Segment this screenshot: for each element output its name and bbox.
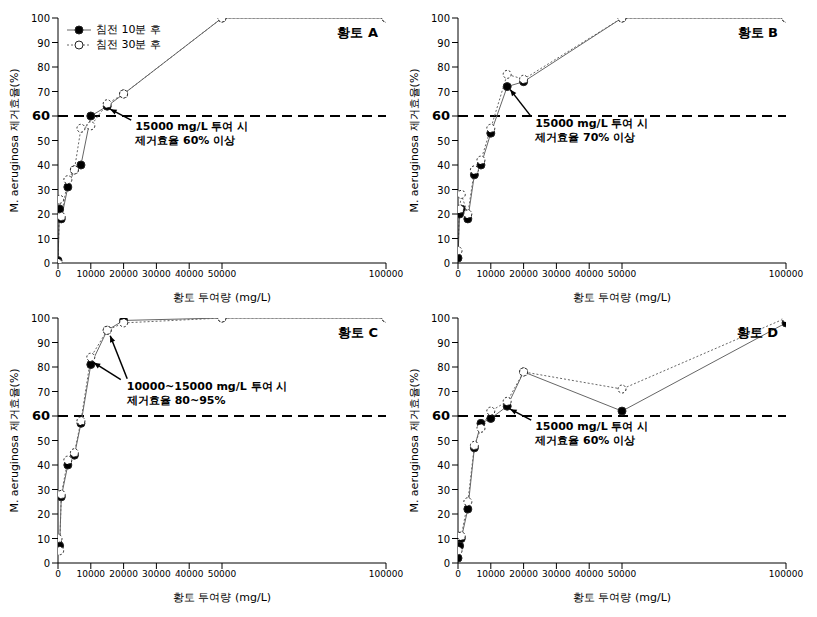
svg-text:황토 투여량 (mg/L): 황토 투여량 (mg/L) <box>173 591 271 604</box>
svg-text:20: 20 <box>437 509 450 520</box>
svg-text:10000: 10000 <box>76 269 105 279</box>
svg-text:70: 70 <box>37 387 50 398</box>
svg-text:제거효율 80~95%: 제거효율 80~95% <box>126 394 226 407</box>
svg-text:10: 10 <box>37 534 50 545</box>
svg-text:10000: 10000 <box>476 269 505 279</box>
svg-text:50000: 50000 <box>608 269 637 279</box>
svg-text:40: 40 <box>437 460 450 471</box>
svg-text:60: 60 <box>32 408 50 423</box>
svg-text:10000: 10000 <box>76 569 105 579</box>
svg-text:10: 10 <box>37 234 50 245</box>
svg-text:30: 30 <box>37 185 50 196</box>
svg-text:20000: 20000 <box>109 569 138 579</box>
svg-text:M. aeruginosa 제거효율(%): M. aeruginosa 제거효율(%) <box>408 68 421 212</box>
svg-text:100: 100 <box>431 13 450 24</box>
svg-text:0: 0 <box>444 558 450 569</box>
svg-text:50: 50 <box>37 436 50 447</box>
svg-text:80: 80 <box>437 362 450 373</box>
svg-text:10: 10 <box>437 534 450 545</box>
svg-text:30000: 30000 <box>542 569 571 579</box>
svg-text:20000: 20000 <box>109 269 138 279</box>
svg-text:50: 50 <box>37 136 50 147</box>
svg-text:50000: 50000 <box>208 269 237 279</box>
svg-text:30: 30 <box>37 485 50 496</box>
svg-text:0: 0 <box>444 258 450 269</box>
svg-text:40000: 40000 <box>575 269 604 279</box>
svg-text:40: 40 <box>37 160 50 171</box>
svg-text:0: 0 <box>55 569 61 579</box>
svg-text:0: 0 <box>44 258 50 269</box>
svg-text:40: 40 <box>37 460 50 471</box>
svg-text:80: 80 <box>37 362 50 373</box>
svg-text:제거효율 60% 이상: 제거효율 60% 이상 <box>134 134 235 147</box>
svg-text:40000: 40000 <box>175 269 204 279</box>
svg-text:100: 100 <box>431 313 450 324</box>
html-text:황토 C: 황토 C <box>337 325 378 340</box>
svg-text:10000~15000 mg/L 투여 시: 10000~15000 mg/L 투여 시 <box>127 380 288 393</box>
svg-text:30000: 30000 <box>142 569 171 579</box>
svg-text:60: 60 <box>432 108 450 123</box>
svg-text:0: 0 <box>455 269 461 279</box>
svg-text:20000: 20000 <box>509 569 538 579</box>
svg-text:100000: 100000 <box>769 269 804 279</box>
svg-text:황토 투여량 (mg/L): 황토 투여량 (mg/L) <box>573 591 671 604</box>
html-text:황토 A: 황토 A <box>337 25 378 40</box>
svg-text:제거효율 70% 이상: 제거효율 70% 이상 <box>534 131 635 144</box>
svg-text:100000: 100000 <box>369 569 404 579</box>
svg-text:황토 투여량 (mg/L): 황토 투여량 (mg/L) <box>173 291 271 304</box>
svg-text:40000: 40000 <box>175 569 204 579</box>
svg-text:40: 40 <box>437 160 450 171</box>
svg-text:40000: 40000 <box>575 569 604 579</box>
svg-text:20: 20 <box>437 209 450 220</box>
svg-text:70: 70 <box>437 387 450 398</box>
svg-text:60: 60 <box>32 108 50 123</box>
svg-text:0: 0 <box>455 569 461 579</box>
svg-text:50: 50 <box>437 136 450 147</box>
html-text:황토 B: 황토 B <box>737 25 778 40</box>
svg-text:0: 0 <box>44 558 50 569</box>
svg-text:30000: 30000 <box>542 269 571 279</box>
svg-text:15000 mg/L 투여 시: 15000 mg/L 투여 시 <box>535 420 648 433</box>
svg-text:80: 80 <box>37 62 50 73</box>
svg-text:90: 90 <box>437 38 450 49</box>
svg-text:100: 100 <box>31 313 50 324</box>
svg-text:100000: 100000 <box>769 569 804 579</box>
svg-text:100: 100 <box>31 13 50 24</box>
svg-text:M. aeruginosa 제거효율(%): M. aeruginosa 제거효율(%) <box>408 368 421 512</box>
svg-text:70: 70 <box>37 87 50 98</box>
html-text:침전 10분 후: 침전 10분 후 <box>96 23 161 36</box>
svg-text:50000: 50000 <box>608 569 637 579</box>
svg-text:15000 mg/L 투여 시: 15000 mg/L 투여 시 <box>535 117 648 130</box>
html-text:황토 D: 황토 D <box>736 325 778 340</box>
svg-text:90: 90 <box>37 338 50 349</box>
svg-text:20000: 20000 <box>509 269 538 279</box>
svg-text:30: 30 <box>437 485 450 496</box>
svg-text:90: 90 <box>437 338 450 349</box>
svg-text:30000: 30000 <box>142 269 171 279</box>
svg-text:0: 0 <box>55 269 61 279</box>
svg-text:60: 60 <box>432 408 450 423</box>
svg-text:80: 80 <box>437 62 450 73</box>
html-text:침전 30분 후: 침전 30분 후 <box>96 38 161 51</box>
svg-text:70: 70 <box>437 87 450 98</box>
svg-text:M. aeruginosa 제거효율(%): M. aeruginosa 제거효율(%) <box>8 368 21 512</box>
svg-text:20: 20 <box>37 209 50 220</box>
svg-text:50000: 50000 <box>208 569 237 579</box>
svg-text:20: 20 <box>37 509 50 520</box>
svg-text:10: 10 <box>437 234 450 245</box>
svg-text:50: 50 <box>437 436 450 447</box>
svg-text:황토 투여량 (mg/L): 황토 투여량 (mg/L) <box>573 291 671 304</box>
svg-text:15000 mg/L 투여 시: 15000 mg/L 투여 시 <box>135 120 248 133</box>
svg-text:90: 90 <box>37 38 50 49</box>
svg-text:30: 30 <box>437 185 450 196</box>
svg-text:M. aeruginosa 제거효율(%): M. aeruginosa 제거효율(%) <box>8 68 21 212</box>
svg-text:10000: 10000 <box>476 569 505 579</box>
svg-text:100000: 100000 <box>369 269 404 279</box>
svg-text:제거효율 60% 이상: 제거효율 60% 이상 <box>534 434 635 447</box>
